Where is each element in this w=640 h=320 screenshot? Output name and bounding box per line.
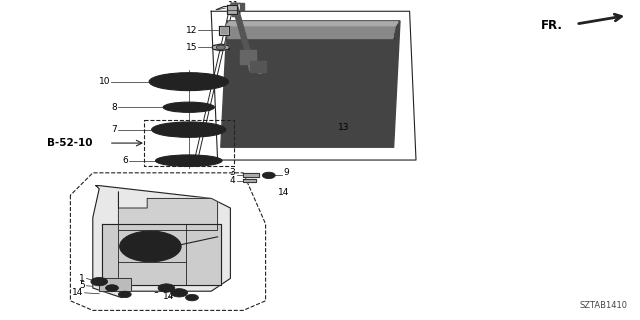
- Circle shape: [143, 243, 158, 250]
- Circle shape: [131, 237, 170, 256]
- Ellipse shape: [152, 122, 226, 137]
- Circle shape: [177, 292, 182, 294]
- Text: B-52-10: B-52-10: [47, 138, 92, 148]
- Circle shape: [186, 294, 198, 301]
- Polygon shape: [212, 44, 229, 51]
- Circle shape: [109, 286, 115, 290]
- Polygon shape: [93, 186, 230, 298]
- Polygon shape: [248, 61, 261, 74]
- Circle shape: [106, 285, 118, 291]
- Polygon shape: [240, 50, 256, 64]
- Ellipse shape: [163, 102, 214, 112]
- Text: 2: 2: [389, 32, 395, 41]
- Circle shape: [120, 231, 181, 262]
- Circle shape: [266, 174, 272, 177]
- Circle shape: [109, 287, 115, 289]
- Polygon shape: [118, 192, 218, 230]
- Polygon shape: [219, 26, 229, 35]
- Text: 6: 6: [122, 156, 128, 165]
- Circle shape: [158, 284, 175, 292]
- Ellipse shape: [173, 77, 205, 86]
- Polygon shape: [243, 179, 256, 182]
- Text: 14: 14: [72, 288, 83, 297]
- Circle shape: [163, 286, 170, 290]
- Circle shape: [106, 285, 118, 291]
- Circle shape: [175, 291, 184, 295]
- Text: 5: 5: [153, 286, 159, 295]
- Polygon shape: [228, 24, 396, 38]
- Ellipse shape: [175, 126, 202, 133]
- Polygon shape: [221, 27, 227, 33]
- Ellipse shape: [152, 74, 225, 90]
- Polygon shape: [221, 21, 400, 147]
- Polygon shape: [227, 22, 398, 26]
- Ellipse shape: [149, 73, 228, 91]
- Circle shape: [175, 291, 183, 295]
- Ellipse shape: [172, 125, 205, 134]
- Text: 12: 12: [186, 26, 197, 35]
- Circle shape: [118, 291, 131, 298]
- Circle shape: [163, 286, 170, 290]
- Text: 3: 3: [230, 168, 236, 177]
- Circle shape: [95, 280, 103, 284]
- Polygon shape: [232, 3, 244, 16]
- Ellipse shape: [180, 159, 198, 163]
- Circle shape: [262, 172, 275, 179]
- Polygon shape: [102, 224, 221, 285]
- Text: 15: 15: [186, 43, 197, 52]
- Polygon shape: [232, 3, 255, 67]
- Text: FR.: FR.: [541, 19, 563, 31]
- Ellipse shape: [159, 156, 219, 165]
- Circle shape: [189, 296, 195, 299]
- Circle shape: [95, 280, 103, 284]
- Text: 10: 10: [99, 77, 110, 86]
- Bar: [144, 120, 234, 166]
- Circle shape: [97, 281, 101, 283]
- Circle shape: [171, 289, 188, 297]
- Text: 1: 1: [79, 274, 85, 283]
- Text: 1: 1: [153, 280, 159, 289]
- Polygon shape: [211, 11, 416, 160]
- Ellipse shape: [179, 105, 199, 110]
- Ellipse shape: [176, 78, 202, 85]
- Text: SZTAB1410: SZTAB1410: [579, 301, 627, 310]
- Circle shape: [91, 277, 108, 286]
- Ellipse shape: [155, 123, 223, 136]
- Polygon shape: [99, 278, 131, 291]
- Ellipse shape: [177, 158, 200, 163]
- Text: 9: 9: [284, 168, 289, 177]
- Text: 5: 5: [79, 281, 85, 290]
- Text: 14: 14: [163, 292, 175, 301]
- Text: 4: 4: [230, 176, 236, 185]
- Polygon shape: [250, 61, 266, 72]
- Ellipse shape: [166, 103, 211, 111]
- Text: 11: 11: [228, 1, 239, 10]
- Text: 7: 7: [111, 125, 117, 134]
- Circle shape: [122, 293, 128, 296]
- Ellipse shape: [180, 105, 197, 109]
- Circle shape: [165, 287, 168, 289]
- Text: 14: 14: [278, 188, 290, 196]
- Polygon shape: [243, 173, 259, 177]
- Text: 8: 8: [111, 103, 117, 112]
- Polygon shape: [227, 5, 237, 14]
- Text: 13: 13: [338, 123, 349, 132]
- Ellipse shape: [156, 155, 222, 166]
- Circle shape: [216, 45, 225, 50]
